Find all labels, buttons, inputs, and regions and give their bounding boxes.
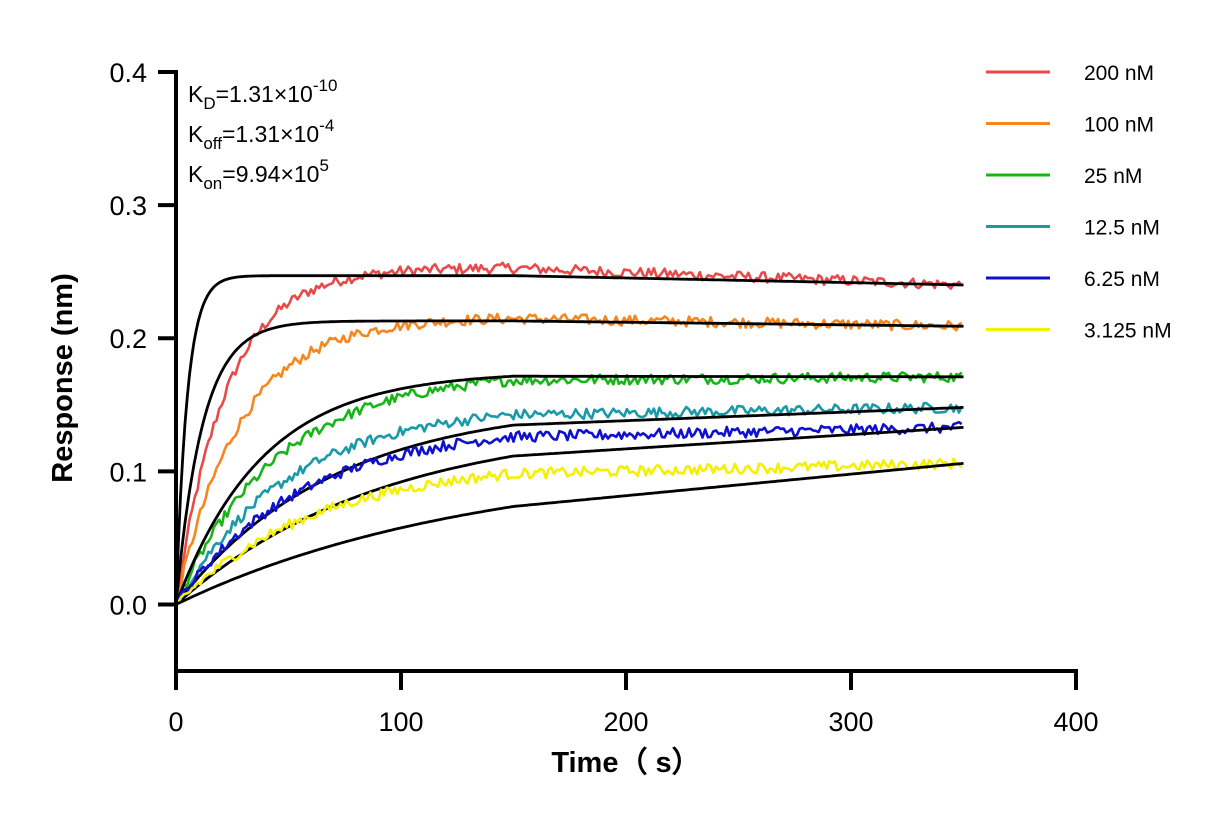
- curves-layer: [174, 261, 964, 606]
- series-line: [175, 457, 963, 606]
- y-tick-label: 0.1: [109, 457, 147, 487]
- legend: 200 nM 100 nM 25 nM 12.5 nM 6.25 nM 3.125 nM: [986, 62, 1172, 343]
- legend-label: 6.25 nM: [1084, 268, 1160, 291]
- fit-line: [174, 319, 964, 605]
- x-axis-title: Time（ s）: [551, 746, 700, 779]
- legend-label: 200 nM: [1084, 62, 1154, 85]
- fit-line: [174, 406, 964, 606]
- x-tick-label: 0: [168, 707, 183, 737]
- y-tick-label: 0.4: [109, 58, 147, 88]
- legend-label: 25 nM: [1084, 165, 1142, 188]
- ticks-layer: 0 100 200 300 400 0.0 0.1 0.2 0.3 0.4: [109, 58, 1098, 737]
- legend-label: 100 nM: [1084, 114, 1154, 137]
- legend-label: 3.125 nM: [1084, 320, 1172, 343]
- x-tick-label: 300: [828, 707, 873, 737]
- annotation-koff: Koff=1.31×10-4: [188, 116, 334, 153]
- x-tick-label: 100: [378, 707, 423, 737]
- annotation-kon: Kon=9.94×105: [188, 156, 329, 193]
- fit-line: [175, 426, 964, 606]
- y-tick-label: 0.3: [109, 191, 147, 221]
- y-tick-label: 0.0: [109, 590, 147, 620]
- fit-line: [175, 461, 964, 606]
- series-line: [174, 261, 963, 605]
- x-tick-label: 200: [603, 707, 648, 737]
- fit-line: [174, 374, 964, 605]
- series-line: [174, 420, 963, 606]
- y-tick-label: 0.2: [109, 324, 147, 354]
- series-line: [174, 401, 963, 606]
- fit-line: [174, 274, 964, 605]
- y-axis-title: Response (nm): [47, 273, 79, 482]
- series-line: [174, 312, 963, 605]
- annotation-kd: KD=1.31×10-10: [188, 76, 337, 113]
- x-tick-label: 400: [1053, 707, 1098, 737]
- legend-label: 12.5 nM: [1084, 217, 1160, 240]
- series-line: [174, 371, 963, 605]
